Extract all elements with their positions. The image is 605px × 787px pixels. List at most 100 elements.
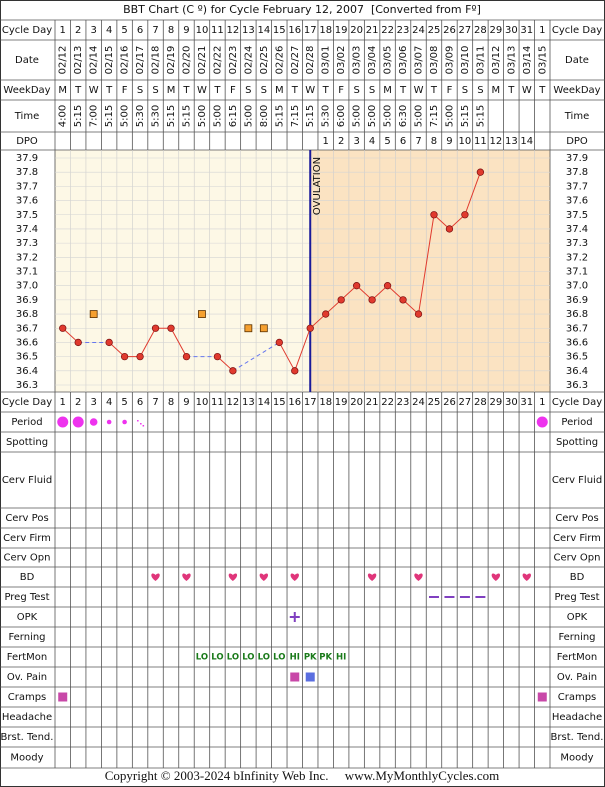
row-label: Cycle Day	[2, 25, 52, 36]
weekday: F	[338, 85, 344, 96]
cycle-day: 6	[137, 25, 143, 36]
temp-point	[136, 352, 144, 361]
time: 6:15	[228, 105, 239, 127]
time: 6:00	[336, 105, 347, 127]
row-label: FertMon	[7, 652, 47, 663]
time: 7:00	[89, 105, 100, 127]
cycle-day: 7	[152, 25, 158, 36]
y-tick-label: 37.8	[16, 167, 38, 178]
fertmon-reading: LO	[211, 653, 223, 663]
fertmon-reading: HI	[290, 653, 300, 663]
temp-point	[105, 338, 113, 347]
y-tick-label: 36.4	[566, 366, 588, 377]
y-tick-label: 37.7	[566, 181, 588, 192]
weekday: S	[353, 85, 359, 96]
y-tick-label: 37.7	[16, 181, 38, 192]
time: 5:15	[181, 105, 192, 127]
cycle-day: 23	[397, 397, 410, 408]
cycle-day: 16	[288, 25, 301, 36]
cycle-day: 24	[412, 25, 425, 36]
fertmon-reading: LO	[242, 653, 254, 663]
weekday: S	[477, 85, 483, 96]
cycle-day: 13	[242, 397, 255, 408]
cycle-day: 31	[520, 397, 533, 408]
weekday: S	[462, 85, 468, 96]
cycle-day: 30	[505, 397, 518, 408]
temp-point	[291, 367, 299, 375]
cycle-day: 21	[366, 25, 379, 36]
cycle-day: 9	[183, 397, 189, 408]
time: 5:00	[414, 105, 425, 127]
weekday: T	[507, 85, 515, 96]
opk-positive	[289, 612, 300, 622]
temp-point	[383, 282, 392, 290]
time: 5:00	[197, 105, 208, 127]
period	[536, 416, 548, 428]
temp-point	[167, 324, 175, 332]
row-label: Date	[15, 55, 39, 66]
fertmon-reading: LO	[258, 653, 270, 663]
cycle-day: 18	[319, 397, 332, 408]
row-label: Cerv Opn	[554, 553, 601, 564]
dpo: 5	[384, 136, 390, 147]
time: 4:00	[58, 105, 69, 127]
period	[106, 419, 112, 425]
y-tick-label: 37.2	[16, 252, 38, 263]
bd-heart	[491, 573, 501, 581]
post-ovulation-bg	[310, 150, 550, 392]
date: 02/27	[290, 46, 301, 75]
temp-point	[476, 168, 485, 176]
row-label: Brst. Tend.	[1, 732, 54, 743]
cycle-day: 2	[75, 397, 81, 408]
date: 03/06	[398, 46, 409, 75]
bd-heart	[182, 573, 191, 581]
date: 03/13	[506, 46, 517, 75]
row-label: Period	[11, 417, 42, 428]
y-tick-label: 37.9	[566, 153, 588, 164]
row-label: Spotting	[556, 437, 598, 448]
cycle-day: 29	[489, 25, 502, 36]
discarded-temp	[198, 310, 206, 318]
cycle-day: 18	[319, 25, 332, 36]
cycle-day: 4	[106, 25, 112, 36]
bd-heart	[259, 573, 269, 581]
weekday: S	[137, 85, 143, 96]
weekday: T	[213, 85, 221, 96]
cycle-day: 20	[350, 397, 363, 408]
time: 5:00	[212, 105, 223, 127]
bd-heart	[414, 573, 423, 581]
weekday: T	[538, 85, 546, 96]
y-tick-label: 37.2	[566, 252, 588, 263]
date: 03/15	[537, 46, 548, 75]
row-label: Cramps	[558, 692, 597, 703]
row-label: OPK	[17, 612, 38, 623]
dpo: 6	[400, 136, 406, 147]
row-label: Time	[564, 111, 589, 122]
date: 02/25	[259, 46, 270, 75]
temp-point	[213, 352, 222, 361]
weekday: S	[369, 85, 375, 96]
time: 5:00	[367, 105, 378, 127]
discarded-temp	[244, 324, 253, 333]
date: 02/19	[166, 46, 177, 75]
y-tick-label: 36.5	[16, 352, 38, 363]
row-label: Ov. Pain	[7, 672, 47, 683]
dpo: 7	[415, 136, 421, 147]
time: 6:30	[398, 105, 409, 127]
cycle-day: 26	[443, 397, 456, 408]
y-tick-label: 37.0	[16, 281, 38, 292]
y-tick-label: 37.6	[566, 196, 588, 207]
cycle-day: 6	[137, 397, 143, 408]
row-label: Cerv Opn	[4, 553, 51, 564]
y-tick-label: 36.3	[16, 380, 38, 391]
temp-point	[59, 324, 67, 332]
time: 7:15	[290, 105, 301, 127]
period	[57, 416, 69, 428]
time: 5:15	[305, 105, 316, 127]
date: 02/12	[58, 46, 69, 75]
temp-point	[352, 282, 361, 290]
y-tick-label: 37.0	[566, 281, 588, 292]
weekday: T	[399, 85, 407, 96]
temp-point	[461, 211, 469, 219]
